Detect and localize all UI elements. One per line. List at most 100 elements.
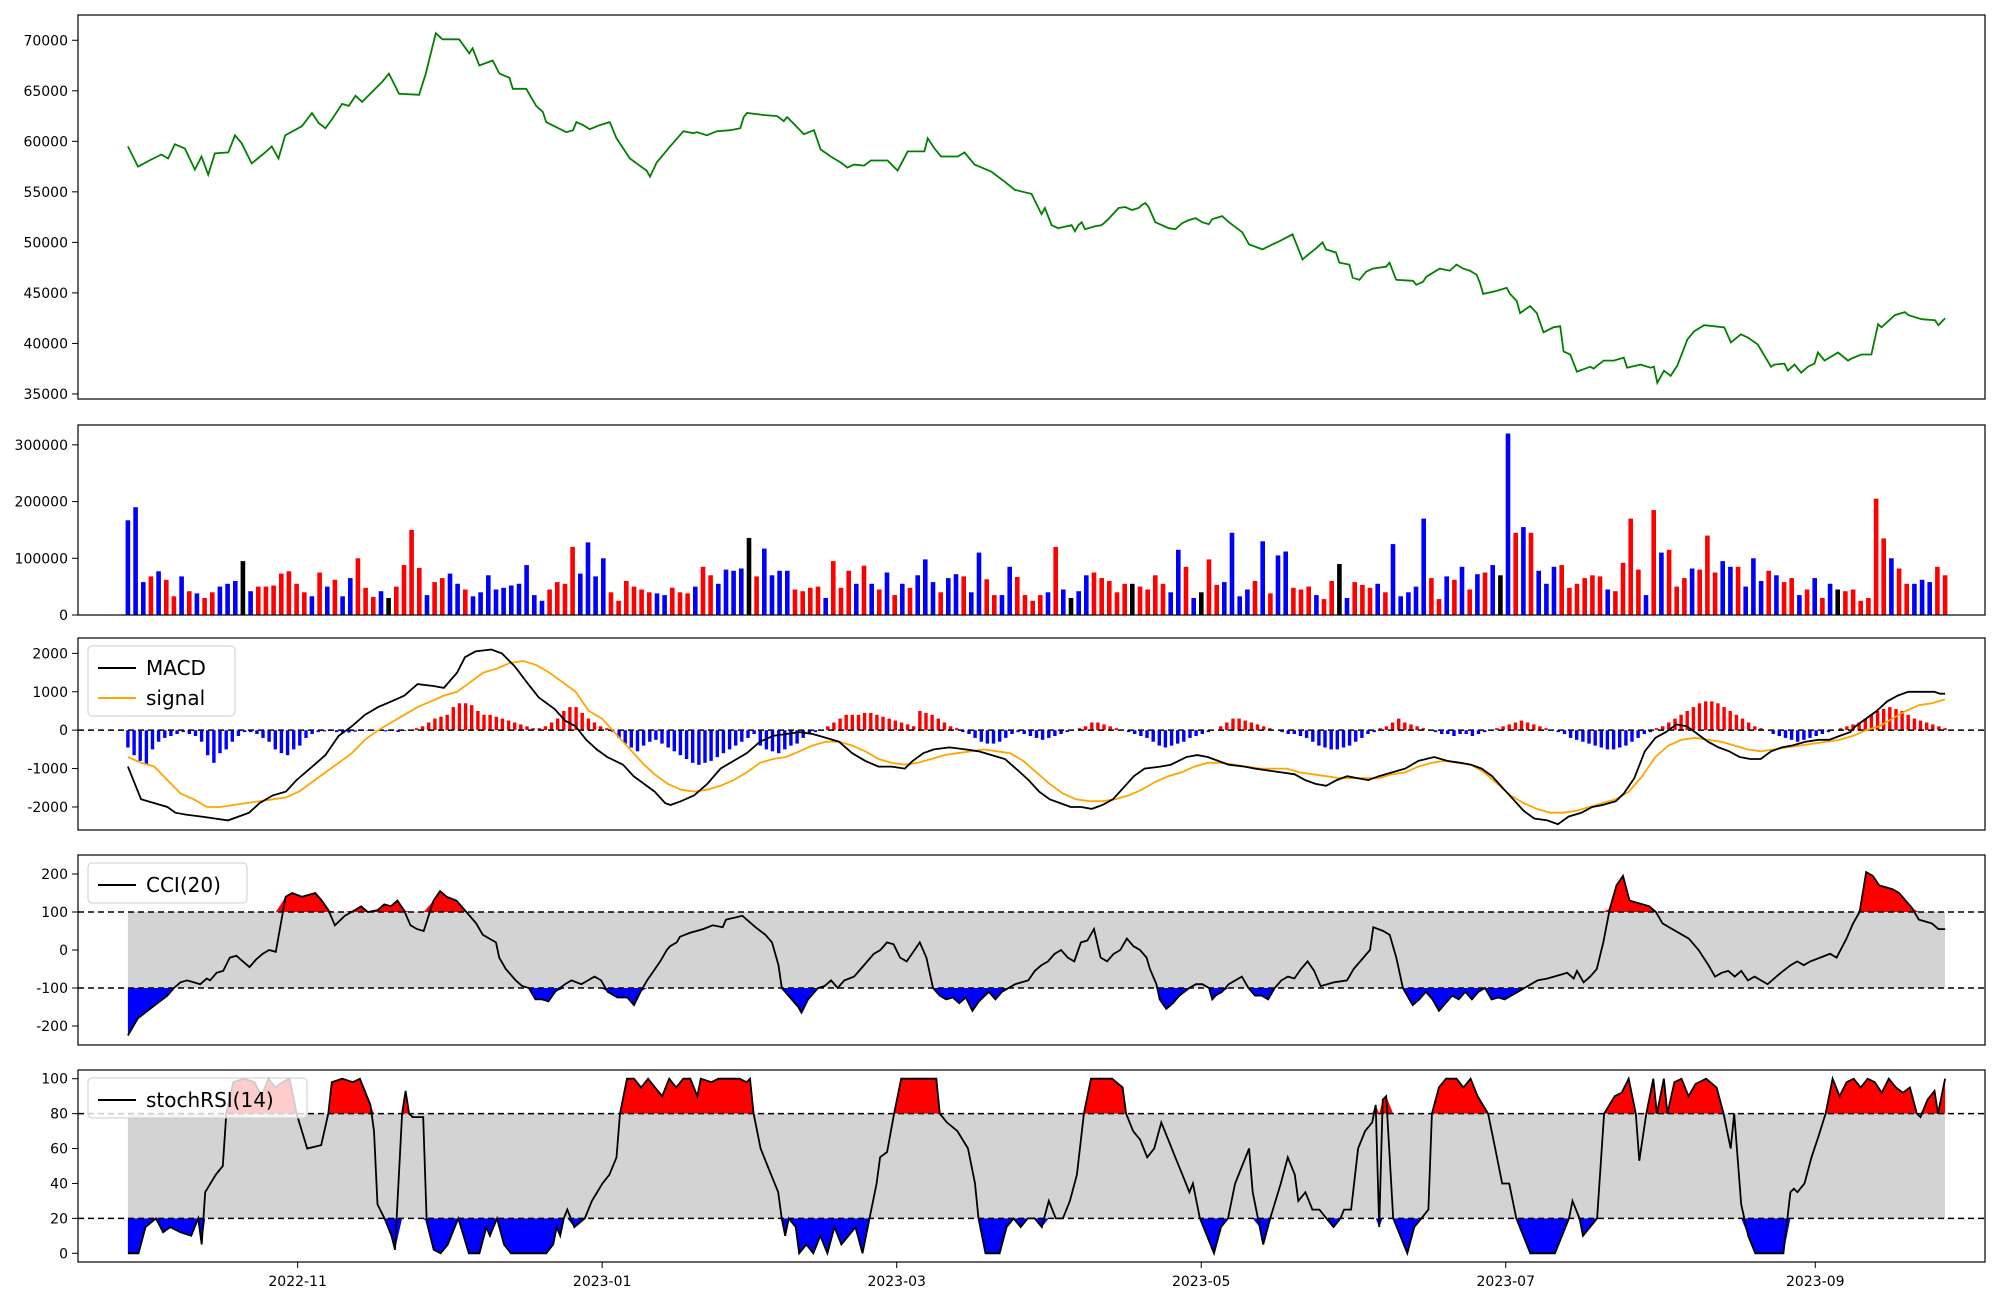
macd-histogram-bar [1869, 714, 1874, 731]
macd-histogram-bar [1740, 718, 1745, 731]
cci-panel: -200 -100 0 100 200 CCI(20) [36, 854, 1986, 1046]
volume-bar [562, 583, 568, 615]
macd-histogram-bar [1753, 726, 1757, 731]
macd-histogram-bar [285, 730, 290, 756]
macd-histogram-bar [445, 714, 449, 731]
volume-bar [1735, 566, 1741, 615]
stochrsi-legend [87, 1077, 308, 1119]
macd-histogram-bar [752, 730, 756, 734]
volume-bar [394, 586, 399, 615]
macd-histogram-bar [998, 730, 1002, 742]
macd-histogram-bar [181, 730, 185, 733]
volume-bar [233, 581, 238, 615]
macd-histogram-bar [1317, 730, 1321, 746]
macd-histogram-bar [230, 730, 234, 742]
volume-bar [302, 592, 307, 615]
macd-histogram-bar [1311, 730, 1315, 742]
price-ytick-label: 45000 [23, 286, 68, 302]
cci-legend [87, 862, 248, 904]
macd-histogram-bar [1182, 730, 1186, 742]
volume-bar [1352, 582, 1357, 615]
volume-bar [1252, 581, 1258, 615]
volume-bar [984, 579, 989, 615]
macd-histogram-bar [1243, 720, 1247, 731]
macd-histogram-bar [1759, 728, 1763, 731]
cci-line [127, 870, 1946, 1036]
macd-histogram-bar [298, 730, 302, 746]
macd-histogram-bar [169, 730, 173, 736]
macd-histogram-bar [1200, 730, 1204, 734]
volume-bar [1620, 562, 1626, 615]
price-frame [77, 14, 1986, 400]
volume-bar [1145, 589, 1150, 615]
volume-bar [486, 575, 491, 615]
cci-frame [77, 854, 1986, 1046]
volume-bar [1214, 584, 1219, 615]
volume-bar [769, 575, 775, 615]
macd-histogram-bar [1249, 722, 1254, 731]
volume-bar [1490, 565, 1495, 615]
macd-histogram-bar [1624, 730, 1628, 746]
macd-histogram-bar [1943, 728, 1947, 731]
macd-histogram-bar [1618, 730, 1622, 748]
volume-bar [1758, 581, 1764, 615]
macd-histogram-bar [856, 714, 861, 731]
macd-histogram-bar [844, 714, 848, 731]
macd-histogram-bar [1888, 707, 1892, 731]
volume-bar [1298, 589, 1304, 615]
volume-bar [1544, 583, 1549, 615]
volume-bar [1567, 587, 1572, 615]
macd-histogram-bar [598, 726, 603, 731]
volume-bar [1751, 558, 1756, 615]
volume-bar [938, 592, 943, 615]
macd-histogram-bar [396, 730, 400, 733]
macd-histogram-bar [918, 711, 922, 731]
macd-histogram-bar [635, 730, 640, 752]
volume-bar [892, 595, 897, 615]
macd-histogram-bar [758, 730, 762, 746]
macd-histogram-bar [641, 730, 646, 746]
macd-histogram-bar [850, 714, 854, 731]
macd-histogram-bar [1354, 730, 1358, 742]
volume-bar [1705, 535, 1710, 615]
macd-histogram-bar [267, 730, 271, 742]
volume-bar [1590, 575, 1595, 615]
macd-histogram-bar [543, 726, 548, 731]
volume-bar [171, 596, 177, 615]
volume-bar [1229, 532, 1235, 615]
volume-bar [1781, 582, 1787, 615]
macd-histogram-bar [1746, 722, 1751, 731]
macd-line [127, 648, 1946, 826]
macd-histogram-bar [531, 728, 535, 731]
volume-bar [1927, 582, 1932, 615]
macd-histogram-bar [500, 718, 505, 731]
macd-histogram-bar [678, 730, 683, 756]
volume-bar [1720, 561, 1725, 615]
macd-histogram-bar [175, 730, 179, 734]
volume-bar [1528, 532, 1534, 615]
volume-bar [616, 600, 621, 615]
volume-bar [417, 567, 422, 615]
volume-bar [309, 596, 315, 615]
macd-histogram-bar [924, 712, 928, 731]
macd-histogram-bar [1611, 730, 1616, 750]
volume-bar [1498, 575, 1503, 615]
macd-histogram-bar [187, 730, 191, 734]
macd-histogram-bar [1440, 730, 1444, 734]
macd-histogram-bar [838, 718, 842, 731]
macd-histogram-bar [1654, 728, 1659, 731]
macd-histogram-bar [691, 730, 695, 763]
volume-bar [1536, 570, 1541, 615]
volume-bar [1873, 498, 1879, 615]
macd-histogram-bar [132, 730, 136, 756]
volume-bar [470, 596, 476, 615]
macd-histogram-bar [420, 726, 425, 731]
volume-bar [677, 592, 683, 615]
volume-bar [1183, 566, 1189, 615]
macd-histogram-bar [985, 730, 990, 744]
macd-histogram-bar [777, 730, 781, 754]
cci-overbought-fill [127, 872, 1946, 912]
macd-histogram-bar [1648, 730, 1653, 733]
volume-bar [1475, 574, 1480, 615]
volume-bar [1130, 583, 1135, 615]
